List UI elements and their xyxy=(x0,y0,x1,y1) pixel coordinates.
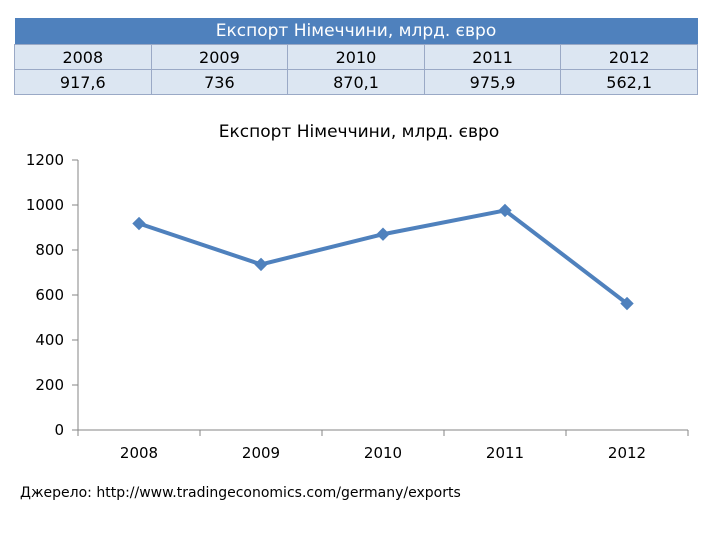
table-value-cell: 975,9 xyxy=(423,69,562,95)
source-note: Джерело: http://www.tradingeconomics.com… xyxy=(20,485,461,501)
data-point-marker xyxy=(376,227,390,241)
table-row-years: 2008 2009 2010 2011 2012 xyxy=(14,44,698,70)
table-year-cell: 2011 xyxy=(423,44,562,70)
table-title-row: Експорт Німеччини, млрд. євро xyxy=(14,18,698,45)
y-tick-label: 200 xyxy=(35,376,64,394)
y-tick-label: 1000 xyxy=(26,196,64,214)
table-year-cell: 2008 xyxy=(14,44,152,70)
table-value-cell: 736 xyxy=(150,69,289,95)
y-tick-label: 400 xyxy=(35,331,64,349)
table-value-cell: 870,1 xyxy=(287,69,425,95)
axes: 0 200 400 600 800 1000 1200 2008 2009 2010 2011 201… xyxy=(26,151,689,462)
data-table: Експорт Німеччини, млрд. євро 2008 2009 … xyxy=(14,18,698,95)
table-year-cell: 2010 xyxy=(287,44,425,70)
data-point-marker xyxy=(132,216,146,231)
x-tick-label: 2011 xyxy=(486,444,524,462)
x-tick-label: 2009 xyxy=(242,444,280,462)
table-value-cell: 562,1 xyxy=(560,69,698,95)
y-tick-label: 1200 xyxy=(26,151,64,169)
data-point-marker xyxy=(498,203,512,218)
y-tick-label: 800 xyxy=(35,241,64,259)
table-value-cell: 917,6 xyxy=(14,69,152,95)
y-tick-label: 0 xyxy=(54,421,64,439)
chart-title: Експорт Німеччини, млрд. євро xyxy=(219,122,499,142)
series-layer xyxy=(132,203,634,311)
x-tick-label: 2010 xyxy=(364,444,402,462)
series-line xyxy=(138,208,629,306)
data-point-marker xyxy=(254,257,268,272)
x-tick-label: 2008 xyxy=(120,444,158,462)
x-tick-label: 2012 xyxy=(608,444,646,462)
table-title: Експорт Німеччини, млрд. євро xyxy=(14,18,698,45)
y-tick-label: 600 xyxy=(35,286,64,304)
data-point-marker xyxy=(620,296,634,311)
table-year-cell: 2012 xyxy=(560,44,698,70)
table-row-values: 917,6 736 870,1 975,9 562,1 xyxy=(14,69,698,95)
